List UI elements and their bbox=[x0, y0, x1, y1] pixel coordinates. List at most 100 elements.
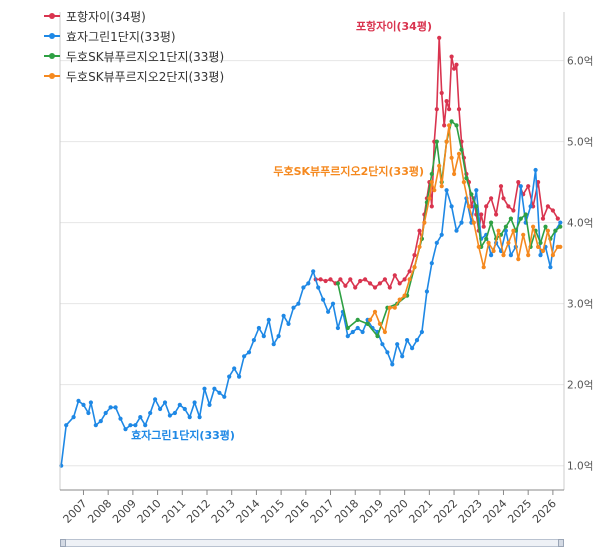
series-point[interactable] bbox=[405, 338, 410, 343]
series-point[interactable] bbox=[422, 220, 427, 225]
series-point[interactable] bbox=[429, 171, 434, 177]
series-point[interactable] bbox=[516, 180, 521, 185]
series-point[interactable] bbox=[232, 366, 237, 371]
series-point[interactable] bbox=[375, 334, 380, 339]
series-point[interactable] bbox=[412, 253, 417, 258]
series-point[interactable] bbox=[484, 236, 489, 241]
legend-item-1[interactable]: 포항자이(34평) bbox=[44, 6, 224, 26]
series-point[interactable] bbox=[439, 90, 444, 96]
series-point[interactable] bbox=[461, 180, 466, 185]
series-point[interactable] bbox=[479, 212, 484, 217]
series-point[interactable] bbox=[148, 410, 153, 416]
series-point[interactable] bbox=[343, 283, 348, 288]
series-point[interactable] bbox=[538, 253, 543, 258]
series-point[interactable] bbox=[476, 244, 481, 249]
series-point[interactable] bbox=[402, 277, 407, 282]
series-point[interactable] bbox=[407, 269, 412, 274]
series-point[interactable] bbox=[558, 224, 563, 229]
series-point[interactable] bbox=[439, 184, 444, 189]
series-point[interactable] bbox=[348, 277, 353, 282]
series-point[interactable] bbox=[81, 402, 86, 407]
series-point[interactable] bbox=[543, 224, 548, 229]
navigator-right-handle[interactable] bbox=[558, 539, 564, 547]
series-point[interactable] bbox=[540, 248, 546, 254]
series-point[interactable] bbox=[417, 228, 422, 233]
series-point[interactable] bbox=[128, 423, 133, 428]
series-point[interactable] bbox=[242, 354, 247, 359]
series-point[interactable] bbox=[558, 244, 563, 249]
series-point[interactable] bbox=[486, 240, 491, 245]
series-point[interactable] bbox=[76, 398, 81, 403]
series-point[interactable] bbox=[540, 216, 546, 221]
series-point[interactable] bbox=[449, 155, 454, 160]
series-point[interactable] bbox=[377, 281, 382, 286]
series-point[interactable] bbox=[158, 406, 163, 412]
series-point[interactable] bbox=[355, 325, 360, 331]
series-point[interactable] bbox=[511, 208, 516, 213]
series-point[interactable] bbox=[555, 216, 560, 221]
series-point[interactable] bbox=[276, 334, 281, 339]
series-point[interactable] bbox=[182, 406, 187, 412]
series-point[interactable] bbox=[372, 285, 378, 290]
legend-item-2[interactable]: 효자그린1단지(33평) bbox=[44, 26, 224, 46]
series-point[interactable] bbox=[345, 334, 350, 339]
series-point[interactable] bbox=[400, 354, 405, 359]
series-point[interactable] bbox=[192, 400, 197, 405]
series-point[interactable] bbox=[138, 415, 143, 420]
series-point[interactable] bbox=[511, 228, 516, 233]
series-point[interactable] bbox=[227, 374, 232, 379]
series-point[interactable] bbox=[98, 419, 103, 424]
series-point[interactable] bbox=[311, 269, 316, 274]
series-point[interactable] bbox=[414, 338, 420, 343]
series-point[interactable] bbox=[377, 321, 382, 326]
series-point[interactable] bbox=[321, 297, 326, 302]
series-point[interactable] bbox=[536, 244, 541, 249]
series-point[interactable] bbox=[521, 232, 526, 237]
series-point[interactable] bbox=[382, 277, 387, 282]
series-point[interactable] bbox=[444, 99, 449, 104]
series-point[interactable] bbox=[459, 147, 464, 152]
series-point[interactable] bbox=[207, 402, 212, 407]
series-point[interactable] bbox=[545, 204, 551, 209]
series-point[interactable] bbox=[380, 342, 385, 347]
series-point[interactable] bbox=[429, 261, 434, 266]
series-point[interactable] bbox=[429, 180, 434, 185]
series-point[interactable] bbox=[503, 224, 508, 229]
navigator-left-handle[interactable] bbox=[60, 539, 66, 547]
series-point[interactable] bbox=[246, 350, 252, 355]
series-point[interactable] bbox=[518, 184, 523, 189]
series-point[interactable] bbox=[481, 224, 486, 229]
series-point[interactable] bbox=[197, 415, 202, 420]
series-point[interactable] bbox=[481, 265, 486, 270]
series-point[interactable] bbox=[553, 228, 558, 233]
series-point[interactable] bbox=[118, 416, 123, 421]
series-point[interactable] bbox=[335, 325, 340, 331]
series-point[interactable] bbox=[382, 329, 387, 335]
series-point[interactable] bbox=[449, 204, 454, 209]
series-point[interactable] bbox=[355, 317, 360, 322]
series-point[interactable] bbox=[212, 386, 217, 391]
series-point[interactable] bbox=[372, 309, 378, 314]
series-point[interactable] bbox=[162, 400, 168, 405]
series-point[interactable] bbox=[548, 265, 553, 270]
series-point[interactable] bbox=[172, 410, 177, 416]
series-point[interactable] bbox=[489, 196, 494, 201]
series-point[interactable] bbox=[397, 281, 402, 286]
series-point[interactable] bbox=[177, 402, 182, 407]
series-point[interactable] bbox=[526, 184, 531, 189]
series-point[interactable] bbox=[368, 317, 373, 322]
series-point[interactable] bbox=[464, 176, 469, 181]
series-point[interactable] bbox=[439, 232, 444, 237]
series-point[interactable] bbox=[306, 281, 311, 286]
series-point[interactable] bbox=[444, 188, 449, 193]
series-point[interactable] bbox=[261, 334, 266, 339]
series-point[interactable] bbox=[501, 253, 506, 258]
series-point[interactable] bbox=[531, 224, 536, 229]
series-point[interactable] bbox=[93, 423, 98, 428]
legend-item-4[interactable]: 두호SK뷰푸르지오2단지(33평) bbox=[44, 66, 224, 86]
series-point[interactable] bbox=[506, 204, 511, 209]
series-point[interactable] bbox=[217, 390, 222, 395]
series-point[interactable] bbox=[508, 253, 513, 258]
series-point[interactable] bbox=[454, 62, 459, 67]
series-point[interactable] bbox=[427, 196, 432, 201]
